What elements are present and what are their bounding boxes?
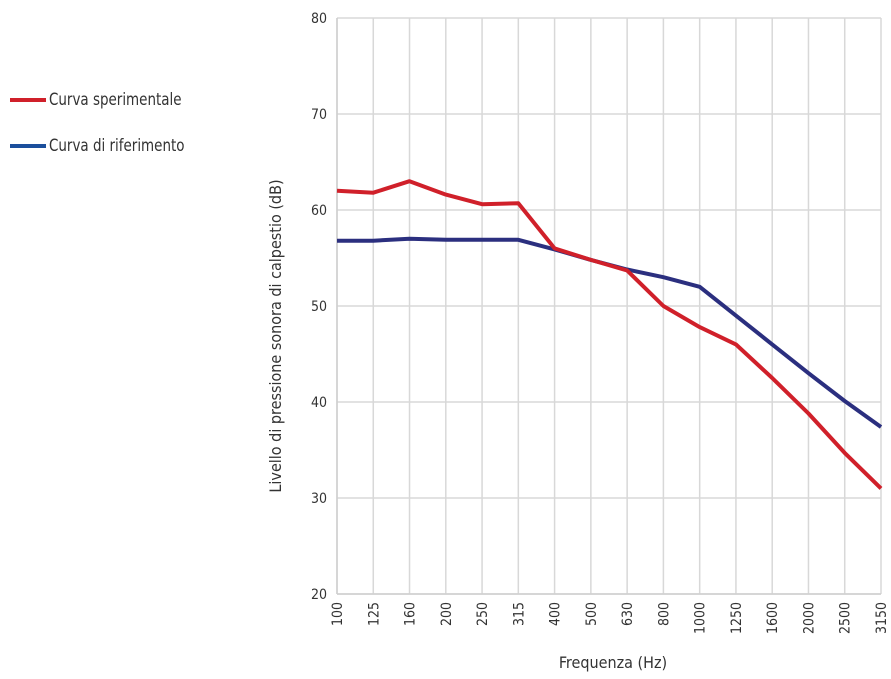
x-tick-label: 1000 <box>693 602 709 634</box>
y-axis-title: Livello di pressione sonora di calpestio… <box>266 179 285 492</box>
x-tick-label: 3150 <box>874 602 890 634</box>
y-tick-label: 30 <box>311 491 327 507</box>
y-tick-label: 50 <box>311 299 327 315</box>
x-tick-label: 500 <box>584 602 600 626</box>
x-tick-label: 2500 <box>838 602 854 634</box>
x-tick-label: 160 <box>403 602 419 626</box>
x-tick-label: 1600 <box>765 602 781 634</box>
y-tick-label: 80 <box>311 11 327 27</box>
x-tick-label: 100 <box>330 602 346 626</box>
legend-item-curva-di-riferimento: Curva di riferimento <box>10 132 203 160</box>
legend-item-curva-sperimentale: Curva sperimentale <box>10 86 203 114</box>
y-tick-label: 20 <box>311 587 327 603</box>
y-tick-label: 40 <box>311 395 327 411</box>
x-axis-title: Frequenza (Hz) <box>559 653 667 672</box>
x-tick-label: 800 <box>656 602 672 626</box>
y-tick-label: 70 <box>311 107 327 123</box>
legend-label: Curva sperimentale <box>49 90 182 110</box>
x-tick-label: 315 <box>511 602 527 626</box>
legend-swatch-blue <box>10 144 46 148</box>
series-line-curva-sperimentale <box>336 179 883 490</box>
x-tick-label: 400 <box>548 602 564 626</box>
x-tick-label: 1250 <box>729 602 745 634</box>
x-tick-label: 630 <box>620 602 636 626</box>
x-tick-label: 2000 <box>801 602 817 634</box>
legend-label: Curva di riferimento <box>49 136 185 156</box>
y-tick-label: 60 <box>311 203 327 219</box>
x-tick-label: 125 <box>366 602 382 626</box>
legend: Curva sperimentale Curva di riferimento <box>10 86 203 178</box>
legend-swatch-red <box>10 98 46 102</box>
x-tick-label: 200 <box>439 602 455 626</box>
x-tick-label: 250 <box>475 602 491 626</box>
